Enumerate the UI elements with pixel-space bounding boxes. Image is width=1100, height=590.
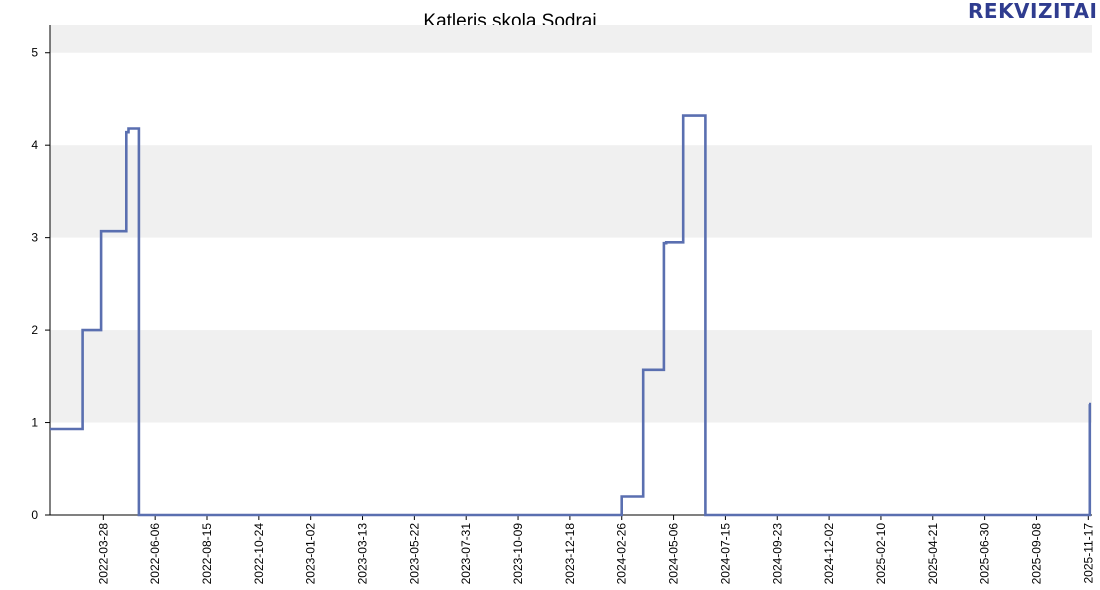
x-tick-label: 2023-05-22: [407, 523, 421, 585]
y-tick-label: 3: [31, 231, 38, 245]
grid-band: [50, 330, 1092, 423]
x-tick-label: 2023-10-09: [511, 523, 525, 585]
y-tick-label: 5: [31, 46, 38, 60]
x-tick-label: 2025-06-30: [978, 523, 992, 585]
x-tick-label: 2023-03-13: [356, 523, 370, 585]
grid-band: [50, 145, 1092, 238]
y-tick-label: 0: [31, 508, 38, 522]
x-tick-label: 2024-09-23: [770, 523, 784, 585]
rekvizitai-logo[interactable]: REKVIZITAI vž: [968, 0, 1100, 22]
x-tick-label: 2025-09-08: [1029, 523, 1043, 585]
y-tick-label: 4: [31, 138, 38, 152]
x-tick-label: 2022-10-24: [252, 523, 266, 585]
x-tick-label: 2023-07-31: [459, 523, 473, 585]
y-tick-label: 2: [31, 323, 38, 337]
axes: [49, 25, 1092, 516]
x-tick-label: 2025-04-21: [926, 523, 940, 585]
grid-band: [50, 25, 1092, 53]
x-tick-label: 2023-12-18: [563, 523, 577, 585]
x-axis-ticks: 2022-03-28 2022-06-06 2022-08-15 2022-10-24…: [96, 515, 1095, 584]
x-tick-label: 2022-06-06: [148, 523, 162, 585]
x-tick-label: 2025-11-17: [1081, 523, 1095, 584]
x-tick-label: 2024-07-15: [718, 523, 732, 585]
x-tick-label: 2022-03-28: [96, 523, 110, 585]
y-axis-ticks: 0 1 2 3 4 5: [31, 46, 50, 522]
x-tick-label: 2024-02-26: [615, 523, 629, 585]
x-tick-label: 2024-12-02: [822, 523, 836, 585]
x-tick-label: 2025-02-10: [874, 523, 888, 585]
x-tick-label: 2022-08-15: [200, 523, 214, 585]
series-line: [50, 114, 1092, 517]
y-tick-label: 1: [31, 416, 38, 430]
grid-bands: [50, 25, 1092, 423]
logo-text: REKVIZITAI: [968, 0, 1098, 23]
series-group: [49, 114, 1092, 517]
x-tick-label: 2023-01-02: [304, 523, 318, 585]
x-tick-label: 2024-05-06: [667, 523, 681, 585]
